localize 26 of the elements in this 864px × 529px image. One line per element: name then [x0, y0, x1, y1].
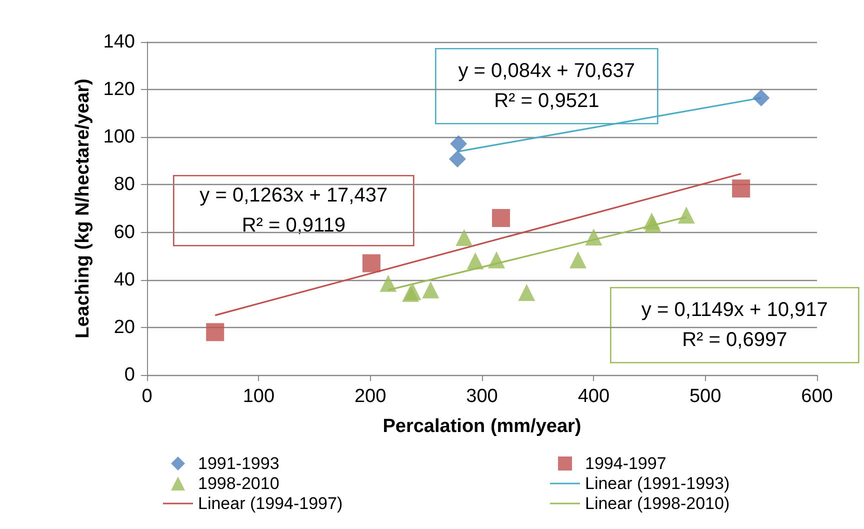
legend-label: Linear (1994-1997): [198, 494, 343, 513]
y-tick-label: 60: [114, 222, 135, 243]
x-tick-label: 300: [466, 386, 498, 407]
x-tick-label: 600: [801, 386, 833, 407]
legend-label: Linear (1991-1993): [585, 474, 730, 493]
annotation: y = 0,084x + 70,637 R² = 0,9521: [458, 60, 636, 112]
legend-label: Linear (1998-2010): [585, 494, 730, 513]
x-tick-label: 100: [242, 386, 275, 407]
x-tick-label: 0: [142, 386, 152, 407]
annotation: y = 0,1263x + 17,437 R² = 0,9119: [200, 184, 388, 237]
x-axis-title: Percalation (mm/year): [382, 416, 582, 437]
annotation: y = 0,1149x + 10,917 R² = 0,6997: [641, 299, 828, 352]
y-axis-title: Leaching (kg N/hectare/year): [72, 78, 94, 338]
y-tick-label: 80: [114, 174, 135, 196]
y-tick-label: 0: [124, 364, 135, 386]
x-tick-label: 200: [354, 386, 386, 407]
y-tick-label: 20: [114, 316, 135, 338]
y-tick-label: 140: [103, 32, 135, 52]
x-tick-label: 400: [578, 386, 610, 407]
legend-label: 1994-1997: [585, 454, 666, 473]
x-tick-label: 500: [689, 386, 722, 407]
y-tick-label: 120: [103, 79, 135, 100]
legend-label: 1991-1993: [198, 454, 280, 473]
y-tick-label: 40: [114, 269, 135, 290]
y-tick-label: 100: [103, 126, 135, 148]
legend-label: 1998-2010: [198, 474, 280, 493]
